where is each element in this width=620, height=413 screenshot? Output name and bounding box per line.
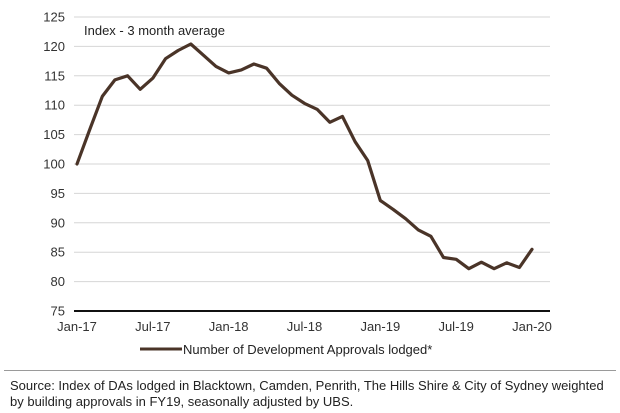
x-axis: Jan-17 Jul-17 Jan-18 Jul-18 Jan-19 Jul-19 Jan-…	[57, 319, 552, 334]
y-tick-label: 115	[44, 68, 65, 83]
y-tick-label: 100	[43, 157, 65, 172]
legend: Number of Development Approvals lodged*	[140, 342, 432, 357]
y-tick-label: 80	[51, 274, 65, 289]
line-chart: 125 120 115 110 105 100 95 90 85 80 75 Jan-17 Jul-1…	[43, 10, 552, 358]
y-axis: 125 120 115 110 105 100 95 90 85 80 75	[43, 10, 65, 319]
y-tick-label: 110	[44, 98, 65, 113]
gridlines	[74, 16, 550, 312]
x-tick-label: Jul-19	[438, 319, 473, 334]
series-group	[75, 42, 534, 271]
x-tick-label: Jan-20	[512, 319, 552, 334]
x-tick-label: Jan-17	[57, 319, 97, 334]
source-note: Source: Index of DAs lodged in Blacktown…	[10, 378, 604, 409]
y-tick-label: 85	[51, 245, 65, 260]
y-tick-label: 120	[43, 39, 65, 54]
chart-annotation: Index - 3 month average	[84, 23, 225, 38]
series-line	[75, 42, 534, 271]
y-tick-label: 125	[43, 10, 65, 25]
y-tick-label: 75	[51, 304, 65, 319]
y-tick-label: 105	[43, 127, 65, 142]
x-tick-label: Jul-17	[135, 319, 170, 334]
y-tick-label: 90	[51, 215, 65, 230]
x-tick-label: Jul-18	[287, 319, 322, 334]
y-tick-label: 95	[51, 186, 65, 201]
x-tick-label: Jan-19	[360, 319, 400, 334]
x-tick-label: Jan-18	[209, 319, 249, 334]
source-divider	[4, 370, 616, 371]
legend-label: Number of Development Approvals lodged*	[183, 342, 432, 357]
